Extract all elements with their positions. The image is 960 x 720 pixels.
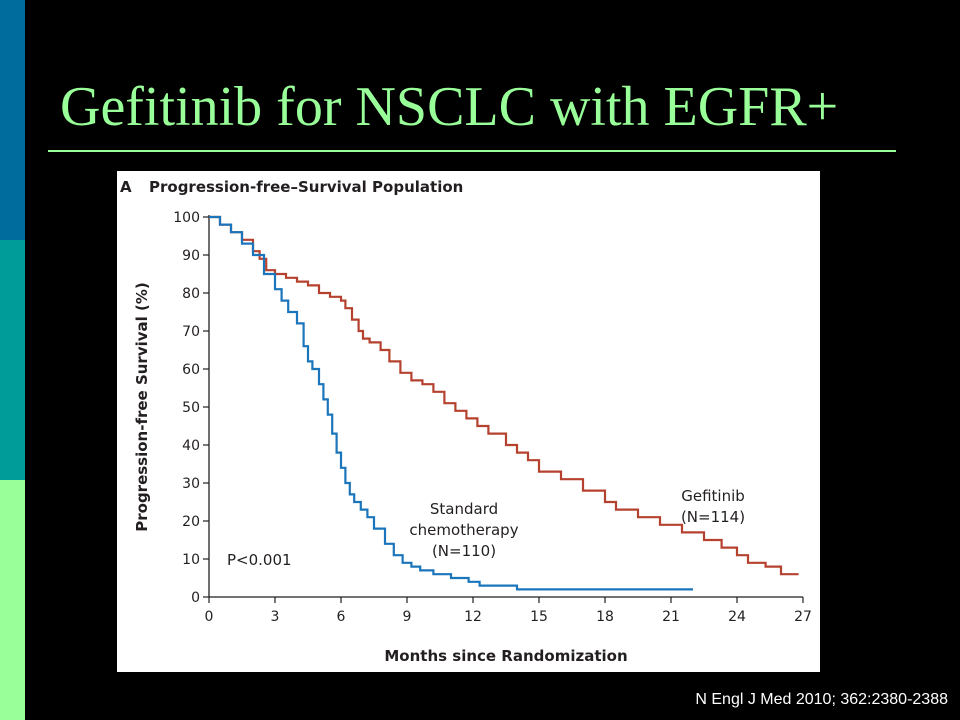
y-tick-label: 50 [182, 400, 200, 416]
x-tick-label: 27 [794, 609, 812, 625]
x-tick-label: 6 [337, 609, 346, 625]
series-line-1 [209, 215, 693, 591]
accent-bar-middle [0, 240, 25, 480]
slide-title: Gefitinib for NSCLC with EGFR+ [60, 76, 839, 138]
km-chart: A Progression-free–Survival Population P… [120, 178, 812, 665]
x-tick-label: 3 [271, 609, 280, 625]
series-label-0: Gefitinib [681, 487, 745, 505]
y-tick-label: 100 [173, 210, 200, 226]
y-tick-label: 90 [182, 248, 200, 264]
series-label-1: chemotherapy [409, 521, 518, 539]
p-value-annotation: P<0.001 [227, 551, 292, 569]
y-tick-label: 70 [182, 324, 200, 340]
series-labels: Gefitinib (N=114) Standard chemotherapy (N=1… [409, 487, 745, 560]
x-tick-label: 9 [403, 609, 412, 625]
figure-panel: A Progression-free–Survival Population P… [117, 171, 820, 672]
x-tick-label: 18 [596, 609, 614, 625]
series-label-1: Standard [430, 500, 498, 518]
series-line-0 [209, 215, 799, 576]
y-tick-label: 80 [182, 286, 200, 302]
series-label-0: (N=114) [681, 508, 745, 526]
series-layer [209, 215, 799, 591]
y-tick-label: 30 [182, 476, 200, 492]
title-underline [48, 150, 896, 152]
x-axis-label: Months since Randomization [384, 647, 627, 665]
y-tick-label: 10 [182, 552, 200, 568]
y-tick-label: 60 [182, 362, 200, 378]
accent-bar-top [0, 0, 25, 240]
x-tick-label: 21 [662, 609, 680, 625]
citation: N Engl J Med 2010; 362:2380-2388 [695, 691, 948, 708]
panel-letter: A [120, 178, 132, 196]
y-tick-label: 0 [191, 590, 200, 606]
x-tick-label: 12 [464, 609, 482, 625]
x-tick-label: 0 [205, 609, 214, 625]
series-label-1: (N=110) [432, 542, 496, 560]
accent-bar-bottom [0, 480, 25, 720]
y-tick-label: 40 [182, 438, 200, 454]
chart-title: Progression-free–Survival Population [149, 178, 463, 196]
y-tick-label: 20 [182, 514, 200, 530]
y-axis-label: Progression-free Survival (%) [133, 282, 151, 532]
x-tick-label: 15 [530, 609, 548, 625]
x-tick-label: 24 [728, 609, 746, 625]
axes: 0 10 20 30 40 50 60 70 80 90 100 0 3 6 9 12 15 18 21 24 27 [173, 210, 812, 625]
